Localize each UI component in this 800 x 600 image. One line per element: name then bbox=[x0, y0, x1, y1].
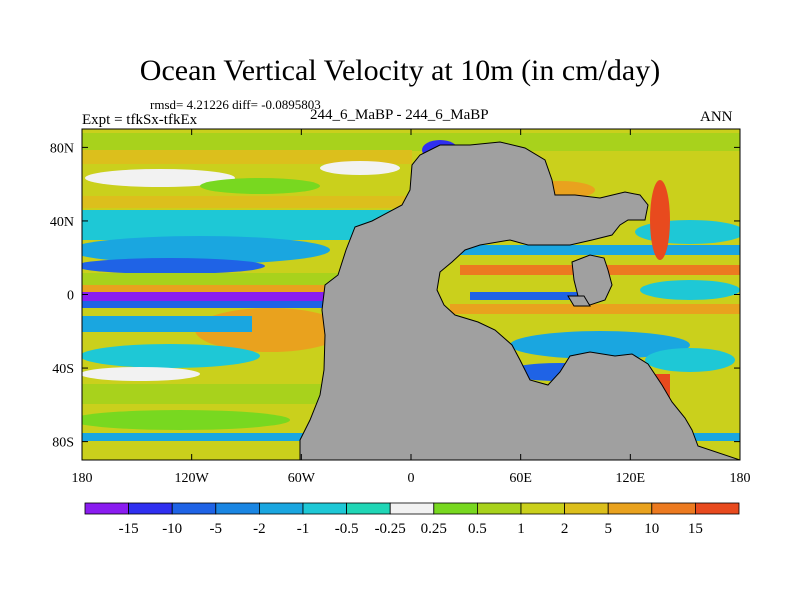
field-band bbox=[82, 196, 412, 208]
y-tick-label: 0 bbox=[67, 289, 74, 304]
colorbar-label: 0.5 bbox=[468, 521, 487, 537]
colorbar-swatch bbox=[84, 502, 129, 515]
land-inlet bbox=[567, 295, 591, 307]
colorbar-label: 5 bbox=[604, 521, 612, 537]
field-patch bbox=[640, 280, 740, 300]
x-tick-label: 120E bbox=[616, 471, 646, 486]
y-tick-label: 80N bbox=[50, 141, 74, 156]
case-label: 244_6_MaBP - 244_6_MaBP bbox=[310, 107, 489, 123]
x-tick-label: 60W bbox=[288, 471, 316, 486]
colorbar-label: 2 bbox=[561, 521, 569, 537]
field-band bbox=[82, 150, 412, 164]
colorbar-label: -0.5 bbox=[335, 521, 359, 537]
season-label: ANN bbox=[700, 109, 733, 125]
land-east-island bbox=[571, 254, 613, 306]
field-patch bbox=[82, 367, 200, 381]
field-patch bbox=[82, 236, 330, 264]
experiment-label: Expt = tfkSx-tfkEx bbox=[82, 112, 198, 128]
field-band bbox=[82, 285, 412, 292]
y-tick-label: 40N bbox=[50, 215, 74, 230]
land-west-continent bbox=[299, 141, 740, 460]
colorbar-swatch bbox=[346, 502, 391, 515]
field-patch bbox=[200, 178, 320, 194]
field-patch bbox=[645, 348, 735, 372]
colorbar-label: 1 bbox=[517, 521, 525, 537]
field-patch bbox=[82, 258, 265, 274]
colorbar-swatch bbox=[302, 502, 347, 515]
field-patch bbox=[85, 169, 235, 187]
field-patch bbox=[650, 180, 670, 260]
x-axis: 180 120W 60W 0 60E 120E 180 bbox=[72, 129, 751, 486]
stats-label: rmsd= 4.21226 diff= -0.0895803 bbox=[150, 97, 321, 112]
colorbar-label: -1 bbox=[297, 521, 310, 537]
colorbar-swatch bbox=[389, 502, 435, 515]
field-patch bbox=[320, 161, 400, 175]
colorbar-swatch bbox=[695, 502, 740, 515]
land-mask bbox=[299, 141, 740, 460]
colorbar-label: 15 bbox=[688, 521, 703, 537]
y-tick-label: 40S bbox=[52, 362, 74, 377]
x-tick-label: 120W bbox=[175, 471, 210, 486]
colorbar-label: -0.25 bbox=[375, 521, 406, 537]
y-tick-label: 80S bbox=[52, 436, 74, 451]
colorbar-swatch bbox=[258, 502, 304, 515]
colorbar-label: -2 bbox=[253, 521, 266, 537]
colorbar-swatch bbox=[171, 502, 217, 515]
colorbar-swatch bbox=[128, 502, 173, 515]
colorbar-swatch bbox=[476, 502, 522, 515]
x-tick-label: 0 bbox=[408, 471, 415, 486]
colorbar-swatch bbox=[564, 502, 609, 515]
x-tick-label: 180 bbox=[730, 471, 751, 486]
field-band bbox=[82, 292, 332, 301]
field-patch bbox=[82, 344, 260, 368]
colorbar-label: -5 bbox=[210, 521, 223, 537]
colorbar-label: 0.25 bbox=[421, 521, 447, 537]
colorbar-swatch bbox=[215, 502, 260, 515]
field-band bbox=[82, 316, 252, 332]
colorbar-swatch bbox=[433, 502, 478, 515]
field-band bbox=[82, 133, 740, 151]
colorbar-label: 10 bbox=[644, 521, 659, 537]
chart-title: Ocean Vertical Velocity at 10m (in cm/da… bbox=[139, 54, 661, 87]
y-axis: 80N 40N 0 40S 80S bbox=[50, 141, 740, 451]
x-tick-label: 60E bbox=[509, 471, 532, 486]
field-band bbox=[455, 245, 740, 255]
colorbar-label: -15 bbox=[119, 521, 139, 537]
colorbar: -15 -10 -5 -2 -1 -0.5 -0.25 0.25 0.5 1 2 5 10 15 bbox=[84, 502, 740, 537]
field-patch bbox=[82, 410, 290, 430]
x-tick-label: 180 bbox=[72, 471, 93, 486]
field-patch bbox=[510, 331, 690, 359]
colorbar-swatch bbox=[520, 502, 565, 515]
field-band bbox=[450, 304, 740, 314]
field-band bbox=[470, 292, 590, 300]
field-band bbox=[82, 301, 412, 308]
colorbar-label: -10 bbox=[162, 521, 182, 537]
colorbar-swatch bbox=[651, 502, 696, 515]
colorbar-swatch bbox=[607, 502, 653, 515]
